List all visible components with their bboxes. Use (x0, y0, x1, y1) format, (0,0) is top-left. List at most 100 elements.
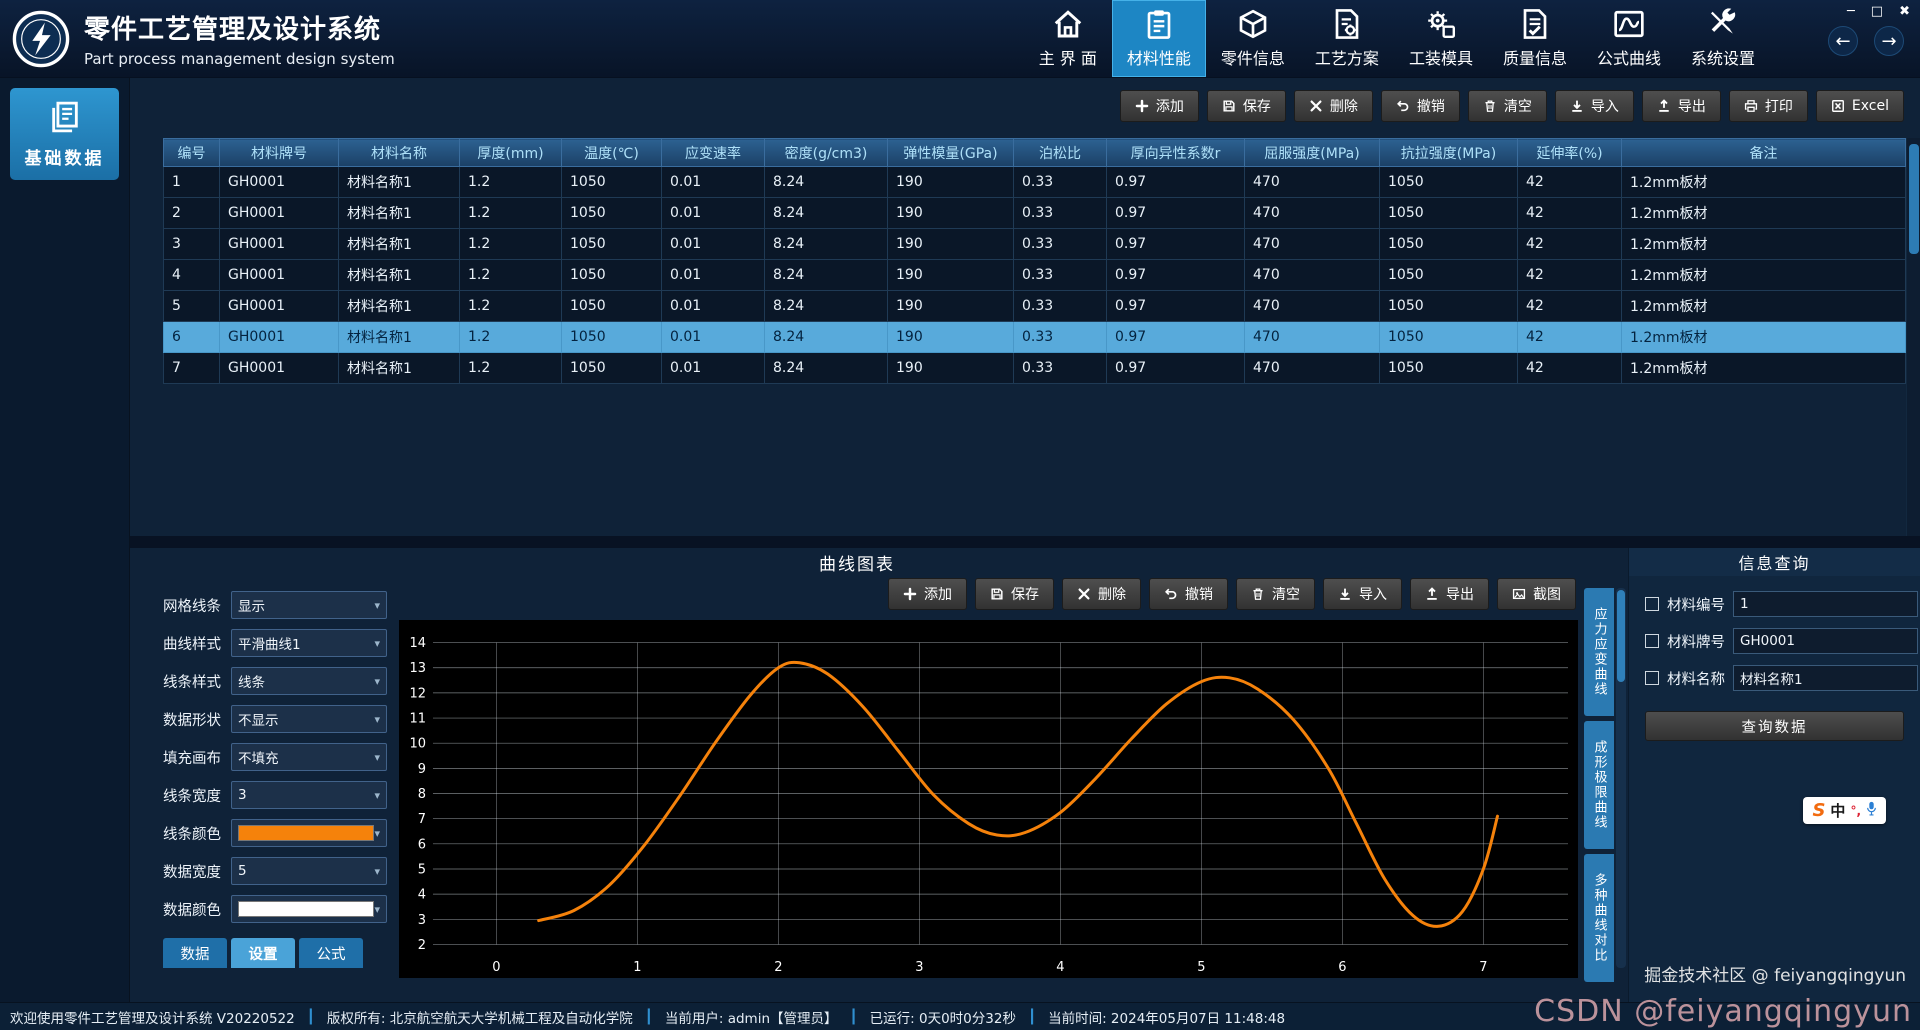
chevron-down-icon: ▾ (374, 902, 380, 916)
horizontal-splitter[interactable] (130, 536, 1920, 548)
tab-数据[interactable]: 数据 (163, 938, 227, 968)
setting-row: 线条样式 线条 ▾ (163, 666, 387, 696)
delete-button[interactable]: 删除 (1062, 578, 1141, 610)
query-data-button[interactable]: 查询数据 (1645, 711, 1904, 741)
nav-item-wrench[interactable]: 系统设置 (1676, 0, 1770, 77)
export-button[interactable]: 导出 (1410, 578, 1489, 610)
curve-tab[interactable]: 应力应变曲线 (1584, 588, 1614, 716)
button-label: 导出 (1446, 587, 1474, 603)
table-row[interactable]: 6 GH0001 材料名称1 1.2 1050 0.01 8.24 190 0.33 0.97 47… (163, 321, 1906, 353)
setting-dropdown[interactable]: 5 ▾ (231, 857, 387, 885)
checkbox[interactable] (1645, 671, 1659, 685)
column-header[interactable]: 备注 (1621, 138, 1906, 167)
chart-section: 曲线图表 网格线条 显示 ▾ 曲线样式 平滑曲线1 ▾ 线条样式 线条 ▾ 数据形状 不显示 ▾ 填充画… (130, 548, 1920, 1002)
setting-dropdown[interactable]: 不显示 ▾ (231, 705, 387, 733)
info-field-input[interactable] (1733, 628, 1918, 654)
column-header[interactable]: 厚度(mm) (459, 138, 562, 167)
microphone-icon[interactable] (1866, 801, 1877, 820)
excel-button[interactable]: Excel (1815, 90, 1904, 122)
maximize-button[interactable]: □ (1870, 4, 1884, 19)
ime-punctuation-toggle[interactable]: °, (1850, 803, 1861, 818)
setting-dropdown[interactable]: 显示 ▾ (231, 591, 387, 619)
setting-dropdown[interactable]: 不填充 ▾ (231, 743, 387, 771)
button-label: 保存 (1011, 587, 1039, 603)
ime-language-toggle[interactable]: 中 (1830, 802, 1846, 820)
export-button[interactable]: 导出 (1641, 90, 1721, 122)
table-row[interactable]: 7 GH0001 材料名称1 1.2 1050 0.01 8.24 190 0.33 0.97 47… (163, 352, 1906, 384)
column-header[interactable]: 材料牌号 (219, 138, 339, 167)
setting-dropdown[interactable]: ▾ (231, 895, 387, 923)
setting-value: 5 (238, 863, 247, 879)
tab-设置[interactable]: 设置 (231, 938, 295, 968)
info-field-row: 材料牌号 (1645, 627, 1918, 655)
setting-dropdown[interactable]: ▾ (231, 819, 387, 847)
back-arrow-button[interactable]: ← (1828, 26, 1858, 56)
column-header[interactable]: 密度(g/cm3) (764, 138, 888, 167)
save-button[interactable]: 保存 (1206, 90, 1286, 122)
nav-item-label: 质量信息 (1502, 49, 1567, 68)
print-button[interactable]: 打印 (1728, 90, 1808, 122)
info-field-input[interactable] (1733, 665, 1918, 691)
undo-button[interactable]: 撤销 (1380, 90, 1460, 122)
info-panel-body: 材料编号材料牌号材料名称 查询数据 S 中 °, (1629, 576, 1920, 838)
table-row[interactable]: 2 GH0001 材料名称1 1.2 1050 0.01 8.24 190 0.33 0.97 47… (163, 197, 1906, 229)
material-table: 编号 材料牌号 材料名称 厚度(mm) 温度(℃) 应变速率 密度(g/cm3) 弹性模量(G… (163, 138, 1906, 384)
nav-item-label: 公式曲线 (1596, 49, 1661, 68)
info-field-input[interactable] (1733, 591, 1918, 617)
column-header[interactable]: 泊松比 (1013, 138, 1107, 167)
screenshot-button[interactable]: 截图 (1497, 578, 1576, 610)
sidebar-item-basic-data[interactable]: 基础数据 (10, 88, 119, 180)
nav-item-box[interactable]: 零件信息 (1206, 0, 1300, 77)
column-header[interactable]: 材料名称 (338, 138, 460, 167)
setting-dropdown[interactable]: 线条 ▾ (231, 667, 387, 695)
curve-tab[interactable]: 多种曲线对比 (1584, 854, 1614, 982)
column-header[interactable]: 温度(℃) (561, 138, 662, 167)
chart-settings-panel: 网格线条 显示 ▾ 曲线样式 平滑曲线1 ▾ 线条样式 线条 ▾ 数据形状 不显示 ▾ 填充画布 不填充 ▾… (163, 576, 387, 1002)
tools-icon (1425, 8, 1457, 40)
nav-item-doc-check[interactable]: 质量信息 (1488, 0, 1582, 77)
table-row[interactable]: 4 GH0001 材料名称1 1.2 1050 0.01 8.24 190 0.33 0.97 47… (163, 259, 1906, 291)
checkbox[interactable] (1645, 634, 1659, 648)
nav-item-home[interactable]: 主 界 面 (1024, 0, 1112, 77)
setting-dropdown[interactable]: 3 ▾ (231, 781, 387, 809)
column-header[interactable]: 应变速率 (661, 138, 765, 167)
ime-toolbar[interactable]: S 中 °, (1803, 797, 1886, 824)
add-button[interactable]: 添加 (888, 578, 967, 610)
setting-dropdown[interactable]: 平滑曲线1 ▾ (231, 629, 387, 657)
chart-scrollbar[interactable] (1616, 588, 1626, 968)
column-header[interactable]: 抗拉强度(MPa) (1379, 138, 1518, 167)
table-scrollbar-thumb[interactable] (1909, 144, 1919, 254)
table-row[interactable]: 1 GH0001 材料名称1 1.2 1050 0.01 8.24 190 0.33 0.97 47… (163, 166, 1906, 198)
minimize-button[interactable]: ─ (1846, 4, 1855, 19)
clear-button[interactable]: 清空 (1467, 90, 1547, 122)
curve-tab[interactable]: 成形极限曲线 (1584, 721, 1614, 849)
delete-button[interactable]: 删除 (1293, 90, 1373, 122)
column-header[interactable]: 弹性模量(GPa) (887, 138, 1014, 167)
column-header[interactable]: 屈服强度(MPa) (1244, 138, 1380, 167)
tab-公式[interactable]: 公式 (299, 938, 363, 968)
sogou-logo-icon[interactable]: S (1812, 800, 1826, 821)
add-button[interactable]: 添加 (1119, 90, 1199, 122)
save-button[interactable]: 保存 (975, 578, 1054, 610)
close-button[interactable]: ✖ (1899, 4, 1910, 19)
column-header[interactable]: 编号 (163, 138, 220, 167)
checkbox[interactable] (1645, 597, 1659, 611)
table-cell: GH0001 (219, 228, 339, 260)
clear-button[interactable]: 清空 (1236, 578, 1315, 610)
nav-item-curve[interactable]: 公式曲线 (1582, 0, 1676, 77)
undo-button[interactable]: 撤销 (1149, 578, 1228, 610)
table-row[interactable]: 3 GH0001 材料名称1 1.2 1050 0.01 8.24 190 0.33 0.97 47… (163, 228, 1906, 260)
forward-arrow-button[interactable]: → (1874, 26, 1904, 56)
import-button[interactable]: 导入 (1554, 90, 1634, 122)
column-header[interactable]: 延伸率(%) (1517, 138, 1622, 167)
column-header[interactable]: 厚向异性系数r (1106, 138, 1245, 167)
table-scrollbar[interactable] (1906, 138, 1920, 536)
nav-item-clipboard[interactable]: 材料性能 (1111, 0, 1206, 77)
chart-scrollbar-thumb[interactable] (1617, 590, 1625, 682)
import-button[interactable]: 导入 (1323, 578, 1402, 610)
nav-item-tools[interactable]: 工装模具 (1394, 0, 1488, 77)
setting-value: 不填充 (238, 751, 279, 767)
nav-item-doc-gear[interactable]: 工艺方案 (1300, 0, 1394, 77)
setting-label: 网格线条 (163, 598, 221, 615)
table-row[interactable]: 5 GH0001 材料名称1 1.2 1050 0.01 8.24 190 0.33 0.97 47… (163, 290, 1906, 322)
